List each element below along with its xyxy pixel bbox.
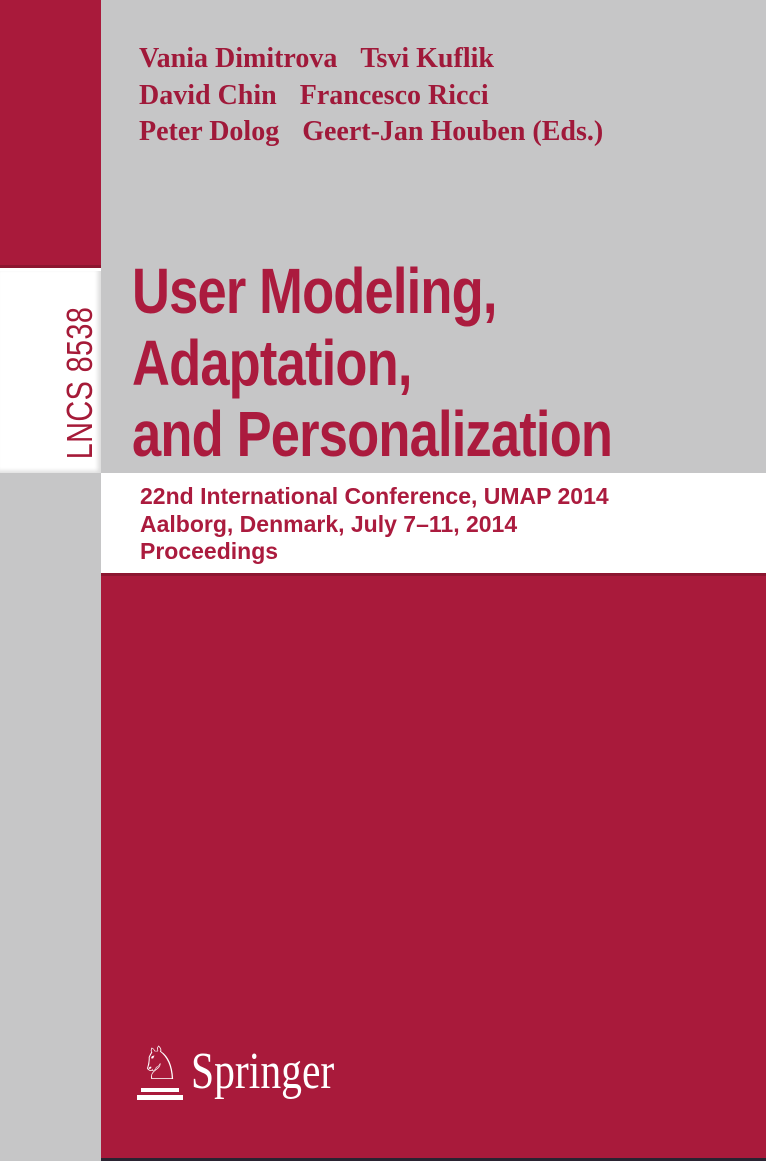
subtitle-band: 22nd International Conference, UMAP 2014… (101, 473, 766, 573)
subtitle-block: 22nd International Conference, UMAP 2014… (140, 483, 766, 566)
author-name: Francesco Ricci (299, 79, 489, 111)
logo-pedestal-bar (141, 1088, 179, 1092)
author-line: Peter Dolog Geert-Jan Houben (Eds.) (139, 114, 603, 151)
author-name: Vania Dimitrova (139, 43, 338, 74)
authors-block: Vania Dimitrova Tsvi Kuflik David Chin F… (139, 41, 603, 151)
author-name: Tsvi Kuflik (360, 43, 494, 74)
logo-pedestal-bar (137, 1095, 183, 1100)
cover-top-panel: Vania Dimitrova Tsvi Kuflik David Chin F… (101, 0, 766, 473)
author-name: Peter Dolog (139, 116, 280, 147)
springer-horse-icon: ♘ (137, 1040, 183, 1100)
subtitle-line: Proceedings (140, 538, 279, 564)
publisher-name: Springer (191, 1043, 335, 1100)
subtitle-line: 22nd International Conference, UMAP 2014 (140, 483, 609, 509)
title-line: User Modeling, (132, 255, 497, 327)
horse-knight-glyph: ♘ (139, 1036, 181, 1090)
spine-red-block (0, 0, 101, 268)
subtitle-line: Aalborg, Denmark, July 7–11, 2014 (140, 510, 518, 537)
cover-bottom-panel: ♘ Springer (101, 573, 766, 1161)
spine-series-band: LNCS 8538 (0, 271, 101, 473)
author-line: Vania Dimitrova Tsvi Kuflik (139, 41, 603, 78)
title-line: Adaptation, (132, 326, 412, 399)
author-name: David Chin (139, 79, 277, 111)
bottom-edge-line (101, 1158, 766, 1161)
book-title: User Modeling, Adaptation, and Personali… (132, 255, 613, 471)
spine-gray-block (0, 473, 101, 1161)
series-volume-label: LNCS 8538 (59, 306, 100, 460)
title-line: and Personalization (132, 398, 613, 470)
author-line: David Chin Francesco Ricci (139, 78, 603, 115)
author-name: Geert-Jan Houben (Eds.) (302, 116, 604, 147)
